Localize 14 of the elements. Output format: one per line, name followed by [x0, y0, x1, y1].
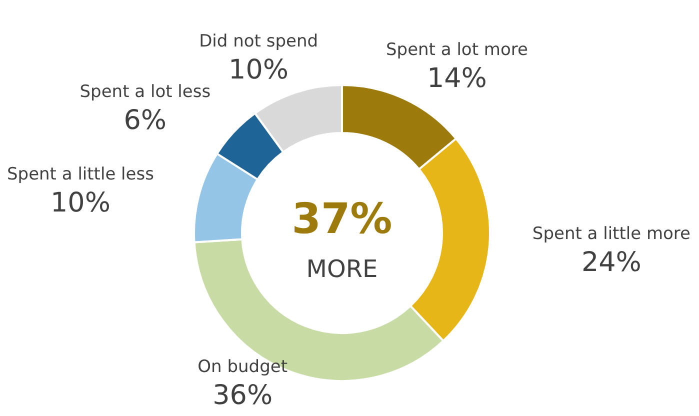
- text: 37%: [292, 194, 392, 243]
- slice-label: Spent a little more: [532, 224, 691, 244]
- text: MORE: [306, 255, 378, 283]
- slice-label: Spent a lot more: [386, 40, 528, 60]
- data-label: 6%: [124, 104, 167, 136]
- data-label: 10%: [228, 54, 289, 86]
- slice-label: Spent a little less: [7, 164, 154, 185]
- data-label: 24%: [581, 246, 642, 278]
- data-label: 10%: [50, 188, 110, 219]
- data-label: 14%: [426, 63, 487, 94]
- data-label: 36%: [212, 380, 273, 411]
- slice-label: On budget: [198, 357, 288, 377]
- slice-label: Spent a lot less: [80, 82, 211, 102]
- slice-label: Did not spend: [199, 31, 318, 52]
